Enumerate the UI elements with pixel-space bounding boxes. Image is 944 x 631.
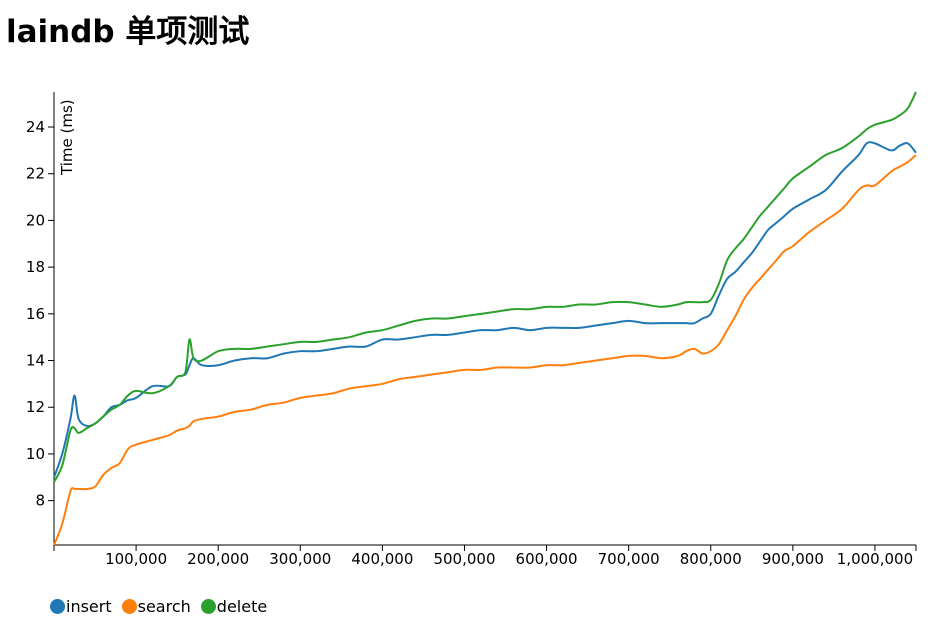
x-tick-label: 700,000 [598,550,660,568]
y-tick-label: 10 [26,445,45,463]
y-tick-label: 16 [26,305,45,323]
y-tick-label: 14 [26,352,45,370]
legend-item-search: search [121,597,191,616]
x-tick-label: 900,000 [762,550,824,568]
legend-swatch [50,599,65,614]
y-axis: 8 10 12 14 16 18 20 22 24 [26,92,55,545]
y-tick-label: 22 [26,165,45,183]
x-tick-label: 800,000 [680,550,742,568]
legend-item-delete: delete [200,597,268,616]
legend-label: insert [66,597,112,616]
legend-label: search [137,597,191,616]
page-title: laindb 单项测试 [6,14,250,50]
x-tick-label: 1,000,000 [837,550,913,568]
y-tick-label: 24 [26,118,45,136]
series-layer [53,91,917,546]
y-tick-label: 20 [26,211,45,229]
x-axis: 100,000 200,000 300,000 400,000 500,000 600,0… [53,544,917,568]
x-tick-label: 600,000 [516,550,578,568]
legend-item-insert: insert [50,597,112,616]
series-line-insert [53,141,917,478]
legend: insert search delete [50,597,277,616]
legend-label: delete [216,597,268,616]
y-axis-title: Time (ms) [58,99,76,176]
x-tick-label: 200,000 [187,550,249,568]
series-line-delete [53,91,917,483]
x-tick-label: 400,000 [351,550,413,568]
x-tick-label: 100,000 [105,550,167,568]
y-tick-label: 8 [35,492,45,510]
y-tick-label: 18 [26,258,45,276]
legend-swatch [121,599,137,614]
x-tick-label: 300,000 [269,550,331,568]
x-tick-label: 500,000 [433,550,495,568]
legend-swatch [200,599,216,614]
y-tick-label: 12 [26,398,45,416]
series-line-search [53,154,917,546]
